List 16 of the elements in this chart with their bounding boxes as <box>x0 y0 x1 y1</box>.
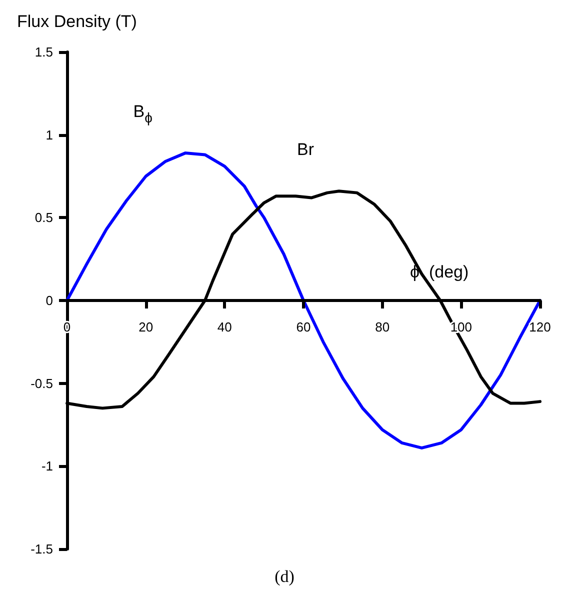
y-tick-label: 0.5 <box>34 210 53 226</box>
text: (d) <box>274 567 294 586</box>
x-axis-title: ϕ (deg) <box>410 262 469 282</box>
y-tick-label: -1.5 <box>30 542 53 556</box>
x-tick-label: 120 <box>529 320 551 334</box>
y-tick-label: 0 <box>46 293 53 308</box>
y-tick-label: 1.5 <box>34 44 53 60</box>
x-tick-label: 60 <box>296 320 311 334</box>
text: Br <box>296 140 314 160</box>
y-axis-title: Flux Density (T) <box>17 12 137 31</box>
x-tick-label: 80 <box>375 320 390 334</box>
y-tick-label: -1 <box>41 458 53 474</box>
x-tick-label: 20 <box>138 320 154 334</box>
x-tick-label: 40 <box>217 320 232 334</box>
y-tick-label: -0.5 <box>30 376 53 391</box>
y-tick-label: 1 <box>46 127 53 142</box>
